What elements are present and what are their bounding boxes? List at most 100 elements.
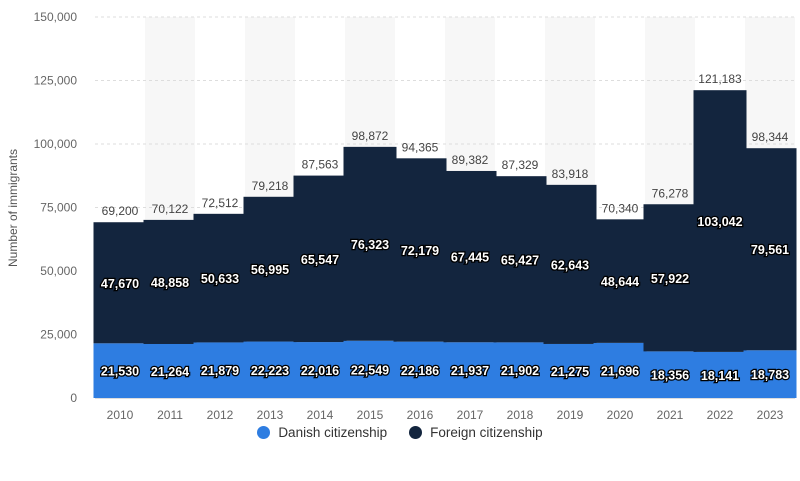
bar-danish — [393, 341, 447, 398]
bar-label-danish: 21,530 — [101, 365, 139, 379]
bar-label-danish: 18,356 — [651, 369, 689, 383]
y-tick-label: 125,000 — [34, 74, 78, 88]
stacked-bar-chart: 0 25,000 50,000 75,000 100,000 125,000 150,000… — [6, 10, 797, 420]
bar-danish — [443, 342, 497, 398]
bar-total-label: 89,382 — [452, 153, 489, 167]
bar-total-label: 98,344 — [752, 130, 789, 144]
bar-total-label: 87,329 — [502, 158, 539, 172]
bar-total-label: 79,218 — [252, 179, 289, 193]
bar-foreign — [693, 90, 747, 352]
bar-label-danish: 21,937 — [451, 364, 489, 378]
x-axis-ticks: 2010 2011 2012 2013 2014 2015 2016 2017 2018 2019… — [107, 408, 784, 420]
y-axis-label: Number of immigrants — [6, 149, 20, 267]
y-axis-ticks: 0 25,000 50,000 75,000 100,000 125,000 150,000 — [34, 10, 78, 405]
bar-total-label: 69,200 — [102, 204, 139, 218]
x-tick-label: 2016 — [407, 408, 434, 420]
bar-label-foreign: 57,922 — [651, 272, 689, 286]
bars: 21,530 47,670 69,200 21,264 48,858 70,122 21,8… — [93, 72, 797, 398]
y-tick-label: 50,000 — [40, 264, 77, 278]
bar-label-danish: 21,879 — [201, 364, 239, 378]
bar-danish — [343, 340, 397, 398]
bar-foreign — [243, 196, 297, 342]
bar-danish — [543, 343, 597, 398]
legend-swatch-danish — [257, 426, 271, 439]
bar-foreign — [493, 176, 547, 343]
bar-foreign — [443, 170, 497, 343]
bar-total-label: 83,918 — [552, 167, 589, 181]
bar-danish — [743, 350, 797, 398]
bar-danish — [293, 342, 347, 398]
bar-label-danish: 22,549 — [351, 363, 389, 377]
bar-total-label: 70,340 — [602, 201, 639, 215]
x-tick-label: 2011 — [157, 408, 183, 420]
bar-total-label: 94,365 — [402, 140, 439, 154]
bar-foreign — [343, 146, 397, 341]
bar-label-foreign: 50,633 — [201, 272, 239, 286]
bar-label-foreign: 67,445 — [451, 251, 489, 265]
bar-label-danish: 21,275 — [551, 365, 589, 379]
x-tick-label: 2022 — [707, 408, 734, 420]
bar-label-danish: 21,902 — [501, 364, 539, 378]
bar-danish — [643, 351, 697, 398]
x-tick-label: 2023 — [757, 408, 784, 420]
bar-label-foreign: 56,995 — [251, 263, 289, 277]
legend-label-danish: Danish citizenship — [278, 425, 388, 440]
bar-danish — [193, 342, 247, 398]
bar-foreign — [543, 184, 597, 344]
legend: Danish citizenship Foreign citizenship — [0, 425, 800, 440]
bar-total-label: 76,278 — [652, 186, 689, 200]
bar-label-danish: 21,696 — [601, 364, 639, 378]
x-tick-label: 2015 — [357, 408, 384, 420]
x-tick-label: 2019 — [557, 408, 584, 420]
x-tick-label: 2013 — [257, 408, 284, 420]
x-tick-label: 2018 — [507, 408, 534, 420]
bar-total-label: 121,183 — [698, 72, 742, 86]
legend-label-foreign: Foreign citizenship — [430, 425, 543, 440]
y-tick-label: 0 — [70, 391, 77, 405]
bar-foreign — [143, 219, 197, 344]
bar-foreign — [393, 158, 447, 342]
bar-foreign — [593, 219, 647, 343]
legend-item-danish[interactable]: Danish citizenship — [257, 425, 387, 440]
legend-item-foreign[interactable]: Foreign citizenship — [409, 425, 543, 440]
bar-label-foreign: 48,858 — [151, 276, 189, 290]
y-tick-label: 25,000 — [40, 328, 77, 342]
x-tick-label: 2014 — [307, 408, 334, 420]
bar-label-foreign: 103,042 — [697, 215, 742, 229]
bar-danish — [243, 341, 297, 398]
bar-foreign — [293, 175, 347, 343]
legend-swatch-foreign — [409, 426, 423, 439]
x-tick-label: 2021 — [657, 408, 684, 420]
x-tick-label: 2017 — [457, 408, 484, 420]
x-tick-label: 2010 — [107, 408, 134, 420]
bar-danish — [693, 351, 747, 398]
bar-label-foreign: 72,179 — [401, 244, 439, 258]
bar-label-danish: 22,223 — [251, 364, 289, 378]
bar-foreign — [193, 213, 247, 343]
bar-foreign — [93, 222, 147, 344]
bar-foreign — [743, 148, 797, 351]
bar-label-danish: 22,186 — [401, 364, 439, 378]
bar-label-danish: 21,264 — [151, 365, 189, 379]
bar-label-foreign: 76,323 — [351, 238, 389, 252]
bar-label-foreign: 47,670 — [101, 277, 139, 291]
bar-total-label: 87,563 — [302, 158, 339, 172]
bar-danish — [493, 342, 547, 398]
bar-total-label: 70,122 — [152, 202, 189, 216]
bar-danish — [593, 342, 647, 398]
bar-foreign — [643, 204, 697, 352]
bar-danish — [143, 343, 197, 398]
y-tick-label: 150,000 — [34, 10, 78, 24]
bar-label-danish: 18,141 — [701, 369, 739, 383]
x-tick-label: 2020 — [607, 408, 634, 420]
y-tick-label: 100,000 — [34, 137, 78, 151]
x-tick-label: 2012 — [207, 408, 234, 420]
bar-total-label: 72,512 — [202, 196, 239, 210]
y-tick-label: 75,000 — [40, 201, 77, 215]
bar-total-label: 98,872 — [352, 129, 389, 143]
bar-danish — [93, 343, 147, 398]
bar-label-foreign: 48,644 — [601, 275, 639, 289]
bar-label-foreign: 62,643 — [551, 258, 589, 272]
bar-label-foreign: 79,561 — [751, 243, 789, 257]
bar-label-danish: 22,016 — [301, 364, 339, 378]
